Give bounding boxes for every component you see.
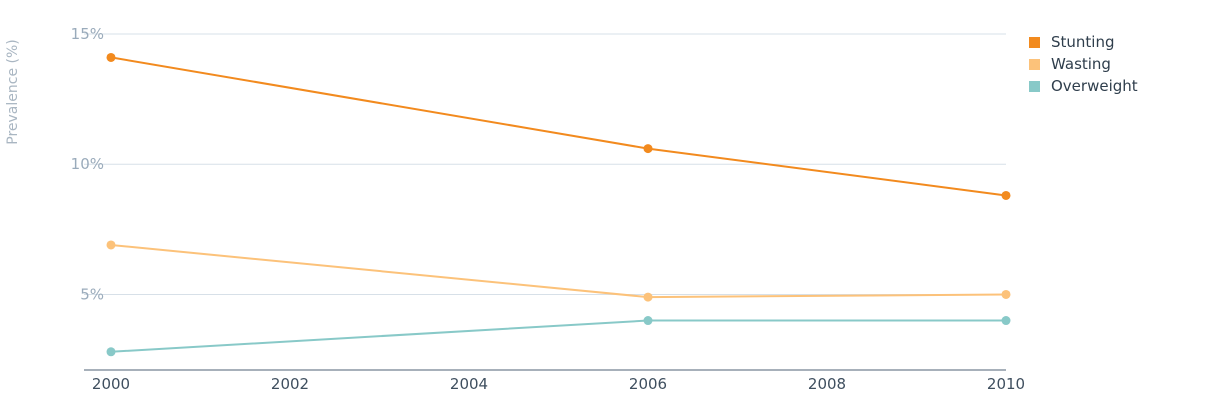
legend-item-label[interactable]: Stunting — [1051, 33, 1115, 51]
x-tick-label: 2010 — [987, 375, 1025, 393]
data-point-stunting[interactable] — [106, 52, 116, 62]
y-tick-label: 10% — [71, 155, 104, 173]
x-tick-label: 2006 — [629, 375, 667, 393]
data-point-wasting[interactable] — [1001, 289, 1011, 299]
y-tick-label: 15% — [71, 25, 104, 43]
y-axis-label: Prevalence (%) — [5, 39, 21, 145]
legend-item-label[interactable]: Overweight — [1051, 77, 1138, 95]
data-point-wasting[interactable] — [643, 292, 653, 302]
series-line-wasting — [110, 244, 1007, 299]
legend-swatch — [1029, 81, 1040, 92]
data-point-stunting[interactable] — [643, 144, 653, 154]
data-point-overweight[interactable] — [106, 347, 116, 357]
x-axis-ticks: 2000 2002 2004 2006 2008 2010 — [92, 375, 1025, 393]
legend: Stunting Wasting Overweight — [1029, 33, 1138, 95]
data-point-overweight[interactable] — [643, 316, 653, 326]
x-tick-label: 2004 — [450, 375, 488, 393]
series-points — [106, 52, 1011, 357]
series-lines — [110, 56, 1007, 353]
series-line-stunting — [110, 56, 1007, 197]
x-tick-label: 2002 — [271, 375, 309, 393]
data-point-stunting[interactable] — [1001, 190, 1011, 200]
legend-swatch — [1029, 37, 1040, 48]
series-line-overweight — [110, 319, 1006, 353]
data-point-overweight[interactable] — [1001, 316, 1011, 326]
y-axis-ticks: 5% 10% 15% — [71, 25, 104, 303]
x-tick-label: 2000 — [92, 375, 130, 393]
x-tick-label: 2008 — [808, 375, 846, 393]
legend-swatch — [1029, 59, 1040, 70]
gridlines — [84, 33, 1006, 295]
y-tick-label: 5% — [80, 285, 104, 303]
legend-item-label[interactable]: Wasting — [1051, 55, 1111, 73]
data-point-wasting[interactable] — [106, 240, 116, 250]
